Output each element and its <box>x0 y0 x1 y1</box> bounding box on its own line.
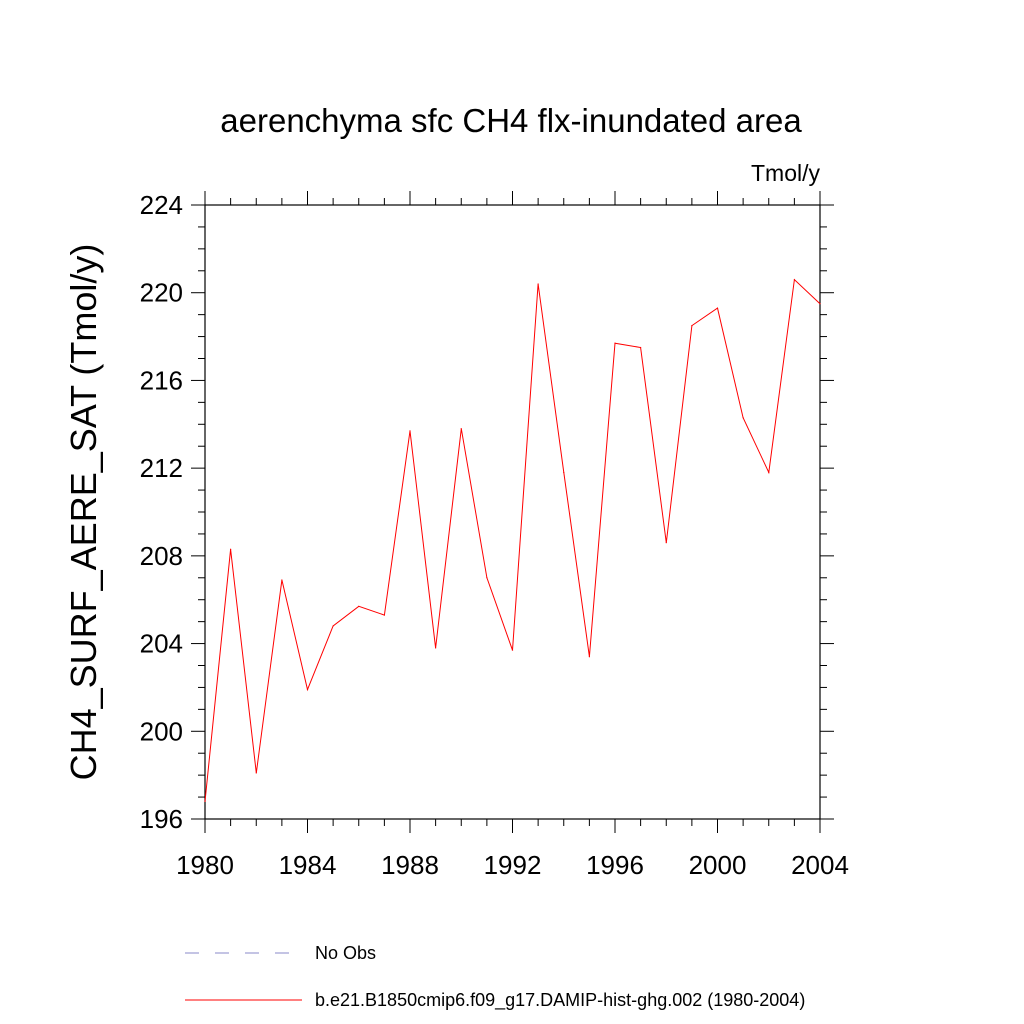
data-point <box>819 303 821 305</box>
legend-label-no-obs: No Obs <box>315 943 376 963</box>
data-point <box>358 605 360 607</box>
x-tick-label: 1992 <box>484 850 542 880</box>
axis-ticks <box>191 191 834 833</box>
data-point <box>742 417 744 419</box>
plot-frame <box>204 204 821 820</box>
data-point <box>383 614 385 616</box>
legend-label-model: b.e21.B1850cmip6.f09_g17.DAMIP-hist-ghg.… <box>315 990 805 1011</box>
y-tick-label: 196 <box>140 804 183 834</box>
data-point <box>204 800 206 803</box>
data-point <box>306 689 309 691</box>
y-tick-label: 224 <box>140 190 183 220</box>
data-point <box>435 647 437 649</box>
y-tick-label: 216 <box>140 365 183 395</box>
data-point <box>614 342 616 344</box>
x-tick-label: 1988 <box>381 850 439 880</box>
x-tick-label: 1980 <box>176 850 234 880</box>
x-tick-label: 1984 <box>279 850 337 880</box>
chart-title: aerenchyma sfc CH4 flx-inundated area <box>220 102 802 139</box>
y-tick-label: 200 <box>140 716 183 746</box>
y-tick-label: 220 <box>140 278 183 308</box>
units-label: Tmol/y <box>751 160 821 186</box>
data-point <box>537 283 539 285</box>
y-tick-label: 204 <box>140 629 183 659</box>
data-point <box>588 656 590 658</box>
data-point <box>716 307 719 309</box>
data-point <box>230 548 232 550</box>
data-point <box>281 579 283 581</box>
x-tick-label: 2004 <box>791 850 849 880</box>
x-tick-labels: 1980 1984 1988 1992 1996 2000 2004 <box>176 850 849 880</box>
data-point <box>409 430 411 432</box>
data-point <box>486 577 488 579</box>
data-point <box>460 428 462 430</box>
data-point <box>332 625 334 627</box>
y-tick-label: 208 <box>140 541 183 571</box>
data-point <box>563 471 565 474</box>
data-point <box>640 346 642 349</box>
series-line <box>204 278 821 802</box>
series-group <box>204 278 821 803</box>
y-tick-labels: 196 200 204 208 212 216 220 224 <box>140 190 183 834</box>
data-point <box>793 278 795 281</box>
x-tick-label: 1996 <box>586 850 644 880</box>
data-point <box>665 542 667 544</box>
y-axis-title: CH4_SURF_AERE_SAT (Tmol/y) <box>63 244 104 781</box>
x-tick-label: 2000 <box>689 850 747 880</box>
data-point <box>768 471 770 474</box>
data-point <box>691 325 693 327</box>
data-point <box>511 649 514 651</box>
y-tick-label: 212 <box>140 453 183 483</box>
data-point <box>255 772 257 774</box>
